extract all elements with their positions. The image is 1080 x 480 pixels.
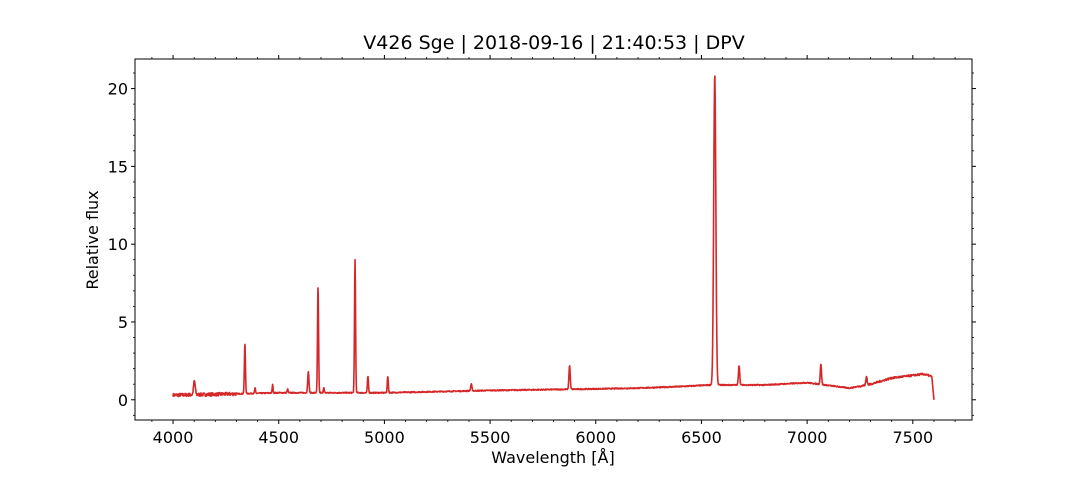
chart-title: V426 Sge | 2018-09-16 | 21:40:53 | DPV bbox=[363, 32, 744, 54]
plot-frame bbox=[134, 58, 973, 421]
x-tick-label: 6000 bbox=[575, 428, 616, 447]
y-tick-label: 5 bbox=[118, 313, 128, 332]
x-tick-label: 4500 bbox=[258, 428, 299, 447]
x-axis-label: Wavelength [Å] bbox=[491, 448, 614, 467]
spectrum-line bbox=[172, 75, 935, 400]
axis-ticks: 4000 4500 5000 5500 6000 6500 7000 7500 0 5 10 15 20 bbox=[108, 55, 976, 447]
x-tick-label: 7000 bbox=[787, 428, 828, 447]
plot-area bbox=[172, 75, 935, 400]
y-tick-label: 20 bbox=[108, 80, 128, 99]
x-tick-label: 4000 bbox=[153, 428, 194, 447]
x-tick-label: 5000 bbox=[364, 428, 405, 447]
y-axis-label: Relative flux bbox=[83, 190, 102, 289]
x-tick-label: 6500 bbox=[681, 428, 722, 447]
y-tick-label: 10 bbox=[108, 235, 128, 254]
x-tick-label: 5500 bbox=[470, 428, 511, 447]
y-tick-label: 0 bbox=[118, 391, 128, 410]
x-tick-label: 7500 bbox=[892, 428, 933, 447]
y-tick-label: 15 bbox=[108, 157, 128, 176]
